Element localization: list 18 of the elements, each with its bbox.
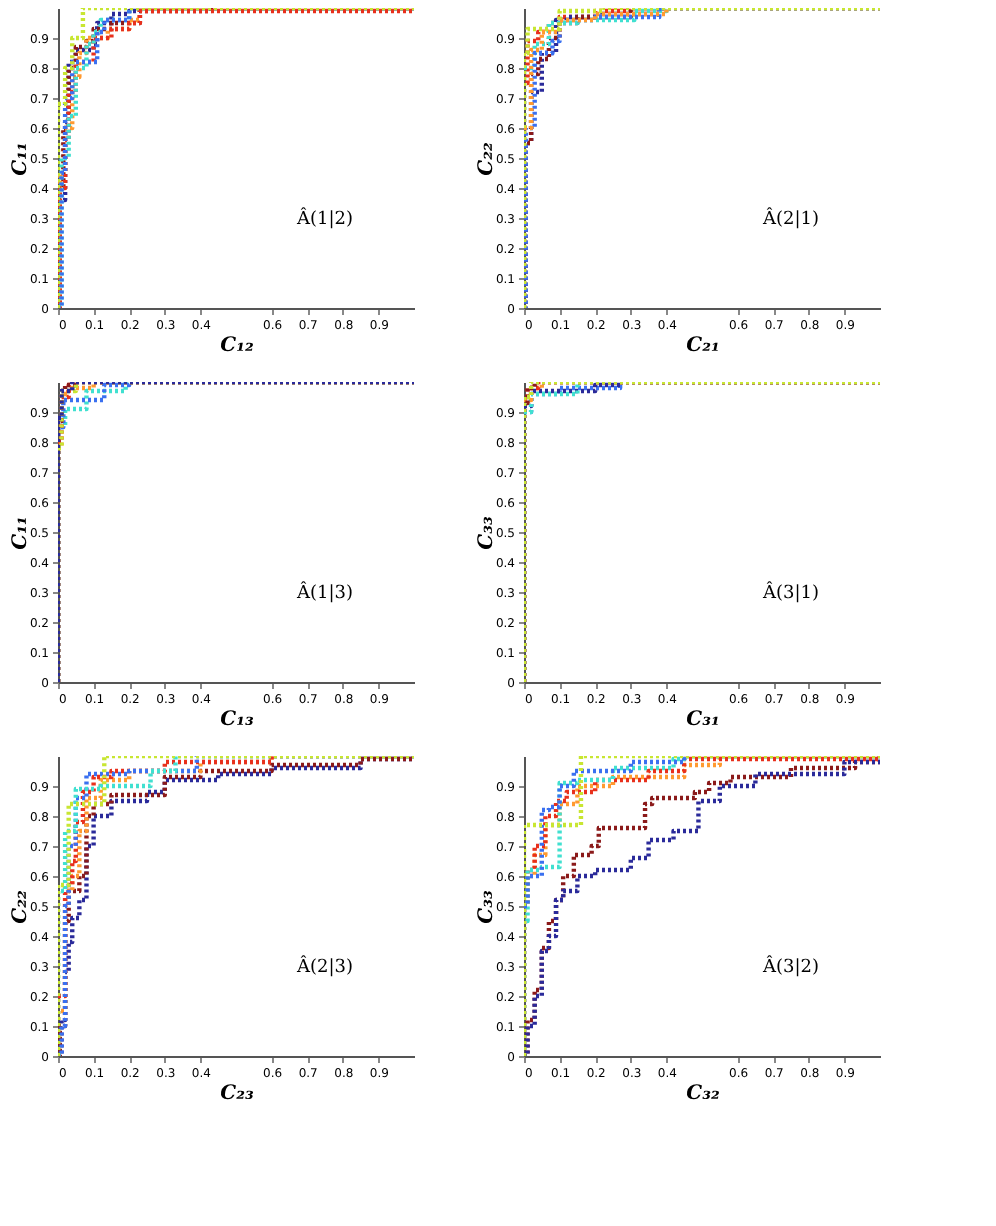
x-axis-title: C₂₃ (220, 1083, 255, 1105)
x-axis-title: C₁₂ (220, 335, 255, 357)
x-axis-title: C₁₃ (220, 709, 255, 731)
annotation: Â(3|1) (760, 580, 820, 604)
y-axis-title: C₁₁ (9, 142, 32, 176)
annotation: Â(2|1) (760, 206, 820, 230)
x-axis-title: C₃₂ (686, 1083, 721, 1105)
annotation: Â(2|3) (294, 954, 354, 978)
annotation: Â(1|3) (294, 580, 354, 604)
annotation: Â(1|2) (294, 206, 354, 230)
y-axis-title: C₃₃ (475, 515, 498, 550)
y-axis-title: C₁₁ (9, 516, 32, 550)
y-axis-title: C₂₂ (475, 141, 498, 176)
annotation: Â(3|2) (760, 954, 820, 978)
x-axis-title: C₂₁ (686, 335, 720, 357)
y-axis-title: C₂₂ (9, 889, 32, 924)
y-axis-title: C₃₃ (475, 889, 498, 924)
x-axis-title: C₃₁ (686, 709, 720, 731)
